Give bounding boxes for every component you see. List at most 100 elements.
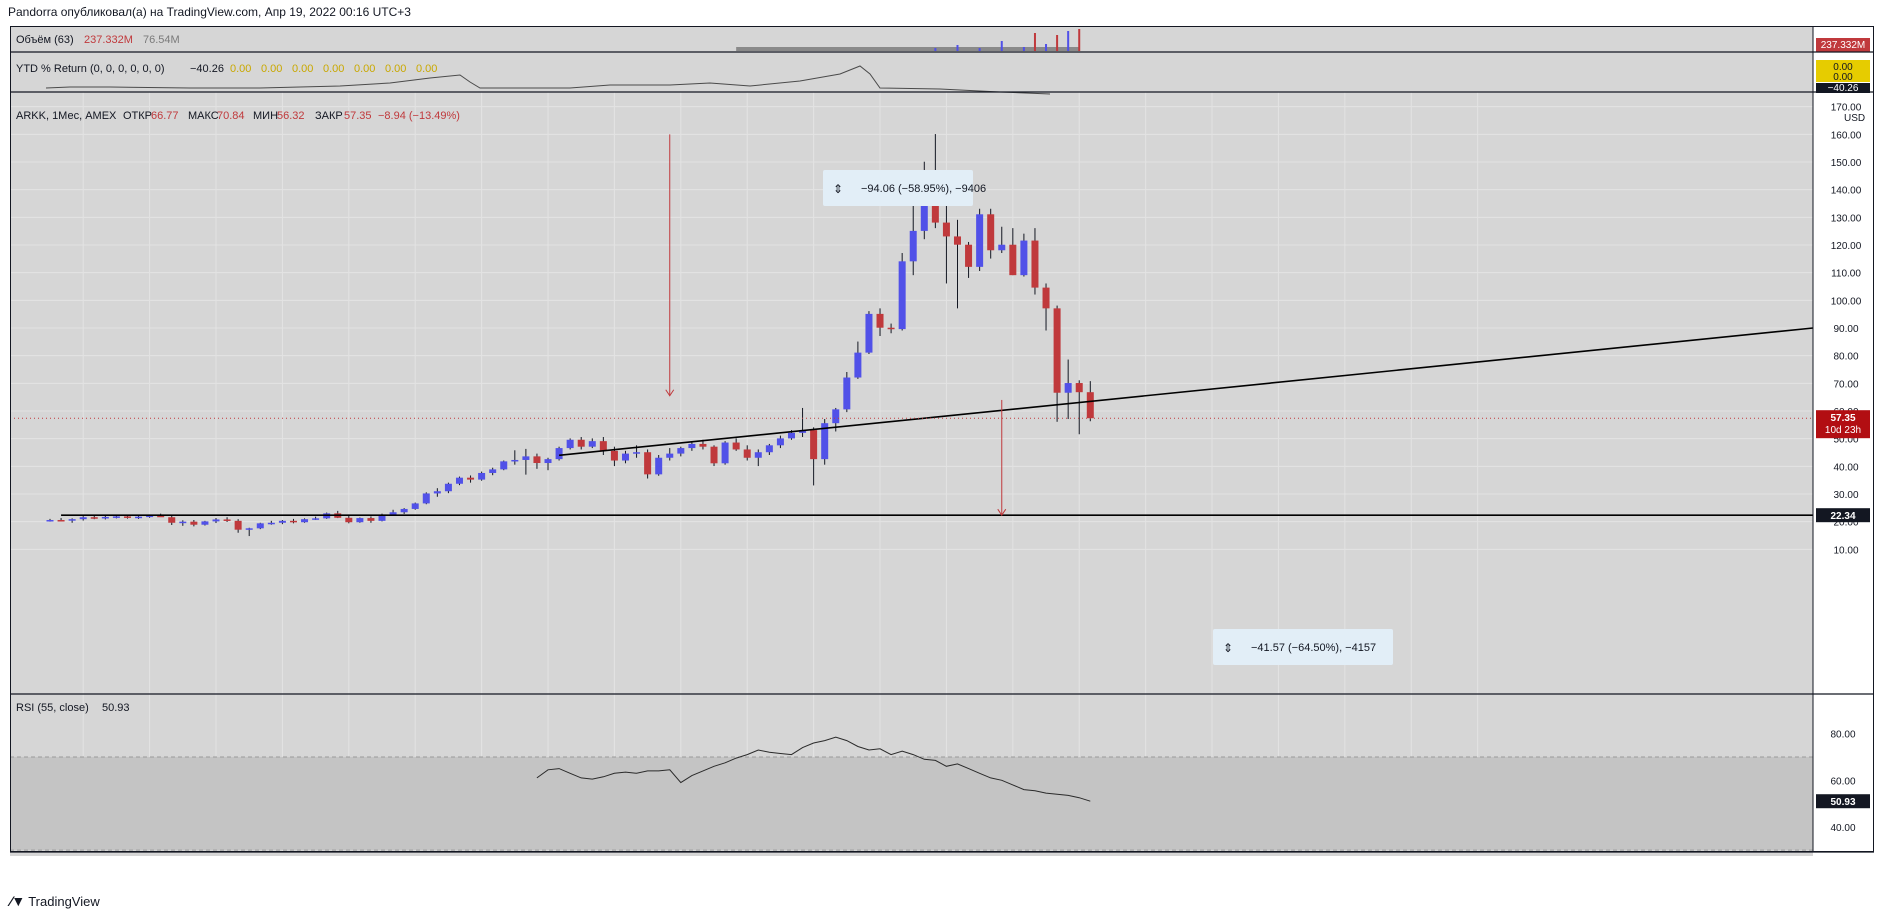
grid-layer	[10, 92, 1813, 852]
support-price-badge	[1816, 508, 1870, 523]
main-legend-low: 56.32	[277, 110, 305, 122]
measure-icon: ⇕	[833, 182, 843, 196]
chart-header-title: Pandorra опубликовал(а) на TradingView.c…	[8, 5, 411, 19]
price-tick-label: 90.00	[1833, 324, 1858, 335]
price-tick-label: 30.00	[1833, 490, 1858, 501]
ytd-zero-value: 0.00	[354, 63, 375, 75]
candle-body	[976, 214, 984, 267]
candle-body	[157, 515, 165, 518]
main-legend[interactable]: ARKK, 1Мес, AMEX ОТКР 66.77 МАКС 70.84 М…	[16, 110, 460, 122]
main-legend-change: −8.94 (−13.49%)	[378, 110, 460, 122]
candle-body	[1009, 244, 1017, 276]
measure-arrow-head	[665, 389, 675, 397]
candle-body	[489, 469, 497, 473]
main-legend-high-label: МАКС	[188, 110, 219, 122]
candle-body	[190, 521, 198, 525]
price-tick-label: 80.00	[1833, 352, 1858, 363]
candle-body	[135, 516, 143, 519]
rsi-line	[536, 736, 1091, 802]
candle-body	[1053, 308, 1061, 393]
volume-price-badge-text: 237.332M	[1821, 40, 1865, 51]
candle-body	[644, 452, 652, 475]
candle-body	[1031, 240, 1039, 288]
price-tick-label: 40.00	[1833, 462, 1858, 473]
ytd-zero-value: 0.00	[230, 63, 251, 75]
candle-body	[533, 456, 541, 464]
candle-body	[1020, 240, 1028, 276]
ytd-zero-value: 0.00	[385, 63, 406, 75]
volume-bar	[1000, 41, 1003, 51]
measure-label: −41.57 (−64.50%), −4157	[1251, 642, 1376, 654]
measure-arrow-head	[997, 508, 1007, 517]
candle-body	[898, 261, 906, 330]
volume-bar	[1033, 33, 1036, 51]
candle-body	[588, 441, 596, 447]
candle-body	[876, 313, 884, 328]
candle-body	[289, 520, 297, 523]
support-price-badge-text: 22.34	[1830, 511, 1855, 522]
candle-body	[599, 441, 607, 451]
chart-frame: ⇕ −94.06 (−58.95%), −9406 ⇕ −41.57 (−64.50%…	[10, 26, 1874, 856]
price-tick-label: 150.00	[1831, 158, 1862, 169]
price-tick-label: 20.00	[1833, 518, 1858, 529]
ytd-legend-label[interactable]: YTD % Return (0, 0, 0, 0, 0, 0)	[16, 63, 165, 75]
candle-body	[621, 453, 629, 461]
candle-body	[256, 523, 264, 529]
candle-body	[312, 518, 320, 520]
candle-body	[179, 521, 187, 524]
candle-body	[721, 442, 729, 464]
volume-bar	[956, 45, 959, 51]
rsi-legend-label[interactable]: RSI (55, close)	[16, 702, 89, 714]
main-legend-high: 70.84	[217, 110, 245, 122]
price-tick-label: 10.00	[1833, 545, 1858, 556]
measure-box[interactable]	[1213, 629, 1393, 665]
candle-body	[843, 377, 851, 410]
candle-body	[710, 446, 718, 464]
price-tick-label: 170.00	[1831, 103, 1862, 114]
ytd-line	[45, 65, 1051, 95]
countdown-badge-text: 10d 23h	[1825, 425, 1861, 436]
candle-body	[776, 438, 784, 446]
volume-bar	[1067, 31, 1070, 51]
measure-box[interactable]	[823, 170, 973, 206]
candle-body	[522, 456, 530, 460]
candle-body	[345, 517, 353, 523]
volume-legend-value: 237.332M	[84, 34, 133, 46]
chart-svg[interactable]: ⇕ −94.06 (−58.95%), −9406 ⇕ −41.57 (−64.50%…	[10, 26, 1874, 856]
volume-bar	[1045, 44, 1048, 51]
candle-body	[787, 432, 795, 439]
ytd-zero-badge	[1816, 60, 1870, 82]
candle-body	[245, 528, 253, 530]
volume-legend-label[interactable]: Объём (63)	[16, 34, 74, 46]
candle-body	[411, 503, 419, 509]
candle-body	[444, 483, 452, 492]
main-legend-close-label: ЗАКР	[315, 110, 343, 122]
trendline[interactable]	[559, 327, 1814, 457]
candle-body	[467, 477, 475, 480]
volume-bars	[736, 29, 1081, 51]
candle-body	[101, 516, 109, 519]
candle-body	[931, 196, 939, 223]
candle-body	[389, 512, 397, 515]
candle-body	[146, 515, 154, 518]
rsi-layer	[10, 736, 1813, 851]
candle-body	[478, 472, 486, 480]
candle-body	[610, 450, 618, 461]
candle-body	[278, 520, 286, 523]
candle-body	[57, 520, 65, 522]
volume-legend-ma: 76.54M	[143, 34, 180, 46]
footer-brand[interactable]: ⁄▼ TradingView	[10, 893, 100, 909]
volume-bar	[1056, 35, 1059, 51]
rsi-tick-label: 60.00	[1830, 776, 1855, 787]
currency-label: USD	[1844, 113, 1865, 124]
candle-body	[400, 508, 408, 513]
candle-body	[267, 522, 275, 525]
candle-body	[367, 518, 375, 521]
main-legend-symbol[interactable]: ARKK, 1Мес, AMEX	[16, 110, 117, 122]
candle-body	[666, 453, 674, 458]
candle-body	[754, 452, 762, 458]
volume-bar	[1078, 29, 1081, 51]
candle-body	[677, 448, 685, 454]
candle-body	[555, 448, 563, 460]
ytd-zero-value: 0.00	[323, 63, 344, 75]
